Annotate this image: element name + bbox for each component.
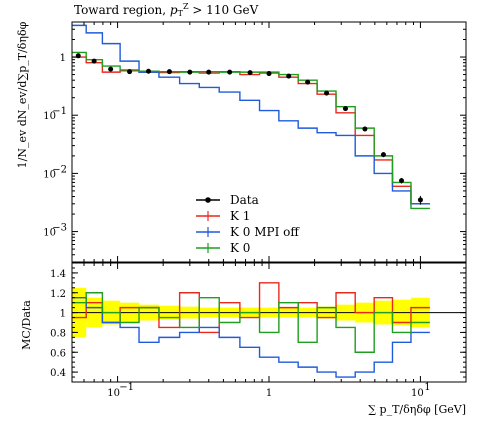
ratio-tick-label: 0.4	[50, 368, 66, 379]
data-point	[145, 68, 151, 74]
series-3-ratio-line	[72, 292, 430, 353]
data-point	[305, 79, 311, 85]
data-point	[266, 71, 272, 77]
data-point	[417, 197, 423, 203]
ratio-tick-label: 0.8	[50, 328, 66, 339]
y-tick-label-exp: −1	[52, 106, 67, 117]
data-point	[247, 70, 253, 76]
data-point	[166, 69, 172, 75]
legend-label: K 0 MPI off	[230, 225, 300, 239]
series-3-hist-line	[72, 51, 430, 210]
series-1-hist-line	[72, 56, 430, 205]
y-tick-label: 10	[43, 111, 56, 122]
y-tick-label-exp: −3	[52, 223, 67, 234]
upper-plot-frame	[71, 21, 467, 263]
x-axis-label: ∑ p_T/δηδφ [GeV]	[368, 403, 466, 416]
ratio-tick-label: 1.2	[50, 289, 66, 300]
legend-label: K 1	[230, 209, 250, 223]
y-tick-label: 1	[60, 53, 66, 64]
data-point	[127, 69, 133, 75]
x-tick-label-exp: 1	[424, 382, 430, 393]
data-point	[227, 69, 233, 75]
data-point	[286, 73, 292, 79]
chart-title: Toward region, pTZ > 110 GeV	[74, 2, 259, 18]
data-point	[399, 178, 405, 184]
legend-marker	[205, 197, 211, 203]
data-point	[206, 69, 212, 75]
ratio-tick-label: 1	[60, 309, 66, 320]
data-point	[91, 58, 97, 64]
legend-label: Data	[230, 193, 259, 207]
y-tick-label: 10	[43, 169, 56, 180]
legend-label: K 0	[230, 241, 250, 255]
data-point	[362, 126, 368, 132]
y-tick-label: 10	[43, 228, 56, 239]
ratio-tick-label: 0.6	[50, 348, 66, 359]
x-tick-label: 10	[411, 388, 424, 399]
series-2-ratio-line	[72, 297, 430, 378]
data-point	[342, 106, 348, 112]
data-point	[380, 152, 386, 158]
y-tick-label-exp: −2	[52, 164, 67, 175]
ratio-plot-frame	[71, 262, 467, 383]
ratio-y-axis-label: MC/Data	[20, 300, 33, 350]
ratio-tick-label: 1.4	[50, 269, 66, 280]
data-point	[75, 53, 81, 59]
data-point	[108, 66, 114, 72]
data-point	[324, 90, 330, 96]
data-point	[187, 69, 193, 75]
x-tick-label-exp: −1	[119, 382, 134, 393]
x-tick-label: 10	[107, 388, 120, 399]
series-2-hist-line	[72, 24, 430, 205]
y-axis-label: 1/N_ev dN_ev/d∑p_T/δηδφ	[16, 21, 29, 168]
x-tick-label: 1	[266, 388, 272, 399]
